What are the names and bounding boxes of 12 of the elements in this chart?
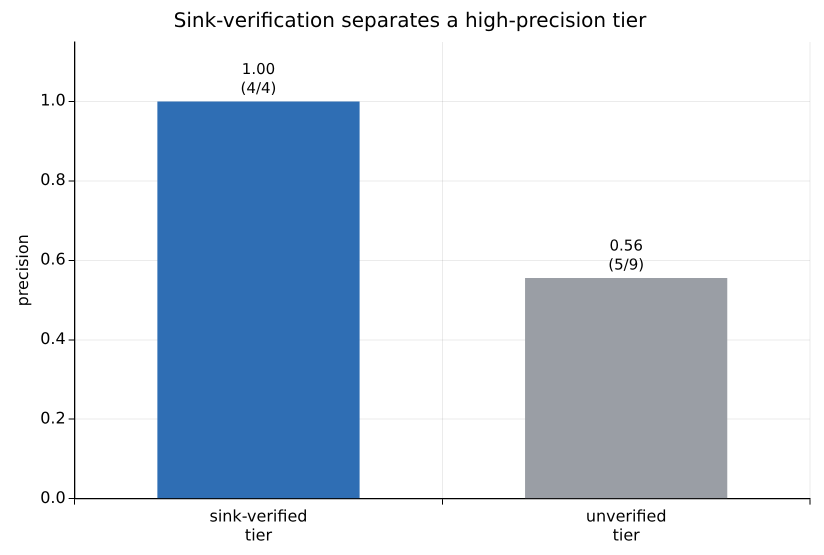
y-tick-label: 1.0	[40, 90, 66, 110]
chart-title: Sink-verification separates a high-precision tier	[174, 8, 648, 32]
y-tick-label: 0.8	[40, 170, 66, 190]
data-label: 0.56 (5/9)	[608, 236, 644, 274]
y-axis-title: precision	[12, 234, 32, 306]
y-tick-label: 0.6	[40, 250, 66, 269]
y-tick-label: 0.2	[40, 408, 66, 428]
x-tick-label: unverified tier	[586, 506, 667, 545]
data-label: 1.00 (4/4)	[240, 60, 276, 97]
x-tick-label: sink-verified tier	[210, 506, 308, 545]
y-tick-label: 0.0	[40, 488, 66, 507]
y-tick-label: 0.4	[40, 328, 66, 348]
